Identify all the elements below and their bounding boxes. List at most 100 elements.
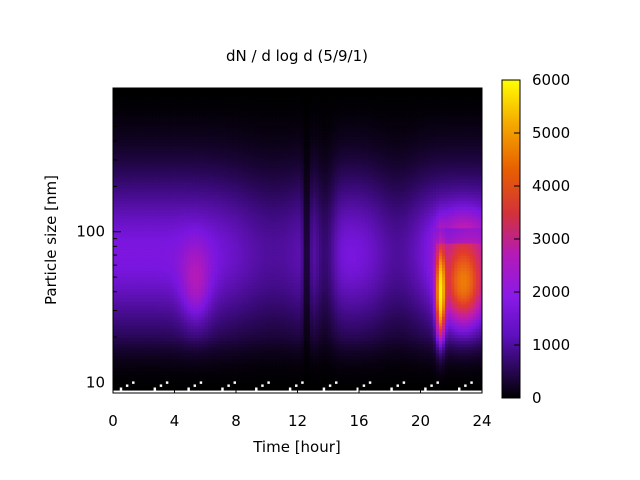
heatmap-cell [131,365,136,370]
heatmap-cell [186,301,191,306]
heatmap-cell [128,149,133,153]
heatmap-cell [128,322,133,327]
heatmap-cell [119,88,123,92]
heatmap-cell [162,145,166,150]
heatmap-cell [146,335,151,339]
heatmap-cell [196,386,200,391]
heatmap-cell [162,292,166,296]
heatmap-cell [116,206,120,211]
heatmap-cell [125,142,129,147]
heatmap-cell [199,185,203,190]
heatmap-cell [174,158,179,162]
heatmap-cell [149,313,154,318]
heatmap-cell [140,249,145,254]
heatmap-cell [128,310,133,315]
heatmap-cell [165,249,169,254]
heatmap-cell [192,121,197,126]
heatmap-cell [137,210,142,214]
heatmap-cell [128,222,133,226]
heatmap-cell [165,274,169,278]
heatmap-cell [146,304,151,309]
heatmap-cell [174,222,179,226]
heatmap-cell [140,344,145,348]
heatmap-cell [131,325,136,330]
heatmap-cell [122,319,126,324]
heatmap-cell [149,377,154,382]
heatmap-cell [152,136,157,141]
heatmap-cell [180,121,185,126]
heatmap-cell [122,383,126,388]
heatmap-cell [177,353,182,357]
heatmap-cell [137,298,142,303]
heatmap-cell [199,176,203,181]
heatmap-cell [149,344,154,348]
heatmap-cell [143,152,148,156]
heatmap-cell [168,335,173,339]
heatmap-cell [128,115,133,120]
heatmap-cell [149,139,154,144]
heatmap-cell [152,289,157,293]
heatmap-cell [189,356,194,361]
heatmap-cell [152,283,157,287]
heatmap-cell [131,374,136,379]
heatmap-cell [162,322,166,327]
heatmap-cell [186,103,191,107]
heatmap-cell [137,121,142,126]
heatmap-cell [116,274,120,278]
heatmap-cell [146,371,151,376]
heatmap-cell [125,167,129,171]
heatmap-cell [116,173,120,178]
heatmap-cell [159,362,163,367]
heatmap-cell [183,283,188,287]
heatmap-cell [165,261,169,266]
heatmap-cell [199,328,203,333]
heatmap-cell [125,261,129,266]
heatmap-cell [125,228,129,232]
heatmap-cell [159,371,163,376]
heatmap-cell [143,185,148,190]
heatmap-cell [165,206,169,211]
heatmap-cell [174,313,179,318]
heatmap-cell [131,91,136,95]
heatmap-cell [134,313,139,318]
heatmap-cell [152,139,157,144]
heatmap-cell [134,97,139,101]
heatmap-cell [116,332,120,336]
heatmap-cell [125,264,129,269]
heatmap-cell [168,200,173,205]
heatmap-cell [180,325,185,330]
heatmap-cell [134,210,139,214]
heatmap-cell [180,328,185,333]
heatmap-cell [174,170,179,174]
heatmap-cell [131,335,136,339]
heatmap-cell [159,231,163,235]
heatmap-cell [168,252,173,257]
heatmap-cell [180,139,185,144]
heatmap-cell [192,316,197,321]
heatmap-cell [186,243,191,248]
heatmap-cell [165,359,169,364]
heatmap-cell [159,97,163,101]
heatmap-cell [196,222,200,226]
heatmap-cell [162,347,166,351]
heatmap-cell [189,271,194,275]
heatmap-cell [119,362,123,367]
heatmap-cell [125,206,129,211]
heatmap-cell [162,197,166,202]
heatmap-cell [183,136,188,141]
heatmap-cell [113,341,117,345]
heatmap-cell [165,158,169,162]
heatmap-cell [149,225,154,229]
heatmap-cell [192,145,197,150]
heatmap-cell [131,252,136,257]
heatmap-cell [134,341,139,345]
heatmap-cell [159,252,163,257]
heatmap-cell [116,145,120,150]
heatmap-cell [189,216,194,220]
heatmap-cell [196,335,200,339]
heatmap-cell [122,200,126,205]
heatmap-cell [116,341,120,345]
heatmap-cell [134,274,139,278]
heatmap-cell [165,255,169,260]
heatmap-cell [186,115,191,120]
